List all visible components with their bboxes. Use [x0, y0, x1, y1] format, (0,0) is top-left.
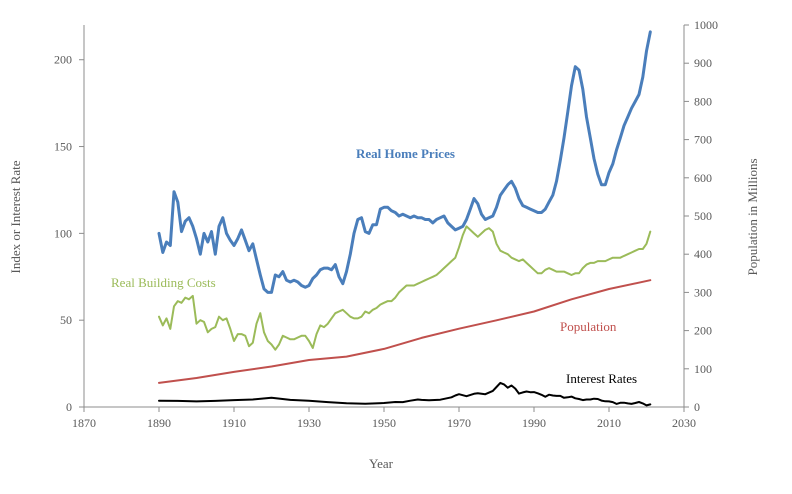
y-right-tick-label: 600: [694, 171, 712, 185]
series-line-real-home-prices: [157, 30, 652, 294]
y-right-tick-label: 0: [694, 400, 700, 414]
series-line-interest-rates: [158, 381, 652, 407]
y-right-tick-label: 300: [694, 285, 712, 299]
x-tick-label: 2010: [597, 416, 621, 430]
x-tick-label: 1870: [72, 416, 96, 430]
x-tick-label: 2030: [672, 416, 696, 430]
series-label-real-building-costs: Real Building Costs: [111, 275, 216, 290]
labels-layer: Year Index or Interest Rate Population i…: [8, 146, 760, 471]
x-tick-label: 1910: [222, 416, 246, 430]
y-right-tick-label: 800: [694, 94, 712, 108]
y-axis-right-title: Population in Millions: [745, 158, 760, 275]
series-label-real-home-prices: Real Home Prices: [356, 146, 455, 161]
y-right-tick-label: 200: [694, 324, 712, 338]
axes-layer: 1870 1890 1910 1930 1950 1970 1990 2010 2030 0 50 1…: [54, 18, 718, 430]
y-right-tick-label: 900: [694, 56, 712, 70]
y-right-tick-label: 500: [694, 209, 712, 223]
y-left-tick-label: 100: [54, 226, 72, 240]
x-tick-label: 1930: [297, 416, 321, 430]
y-left-tick-label: 50: [60, 313, 72, 327]
x-tick-label: 1950: [372, 416, 396, 430]
y-axis-left-title: Index or Interest Rate: [8, 160, 23, 273]
x-tick-label: 1970: [447, 416, 471, 430]
x-tick-label: 1890: [147, 416, 171, 430]
series-line-population: [158, 279, 652, 384]
series-layer: [157, 30, 652, 407]
y-right-tick-label: 1000: [694, 18, 718, 32]
y-right-tick-label: 700: [694, 133, 712, 147]
series-label-interest-rates: Interest Rates: [566, 371, 637, 386]
y-right-tick-label: 400: [694, 247, 712, 261]
y-left-tick-label: 0: [66, 400, 72, 414]
y-left-tick-label: 200: [54, 53, 72, 67]
x-tick-label: 1990: [522, 416, 546, 430]
x-axis-title: Year: [369, 456, 394, 471]
series-label-population: Population: [560, 319, 617, 334]
series-line-real-building-costs: [158, 225, 652, 351]
y-left-tick-label: 150: [54, 140, 72, 154]
y-right-tick-label: 100: [694, 362, 712, 376]
